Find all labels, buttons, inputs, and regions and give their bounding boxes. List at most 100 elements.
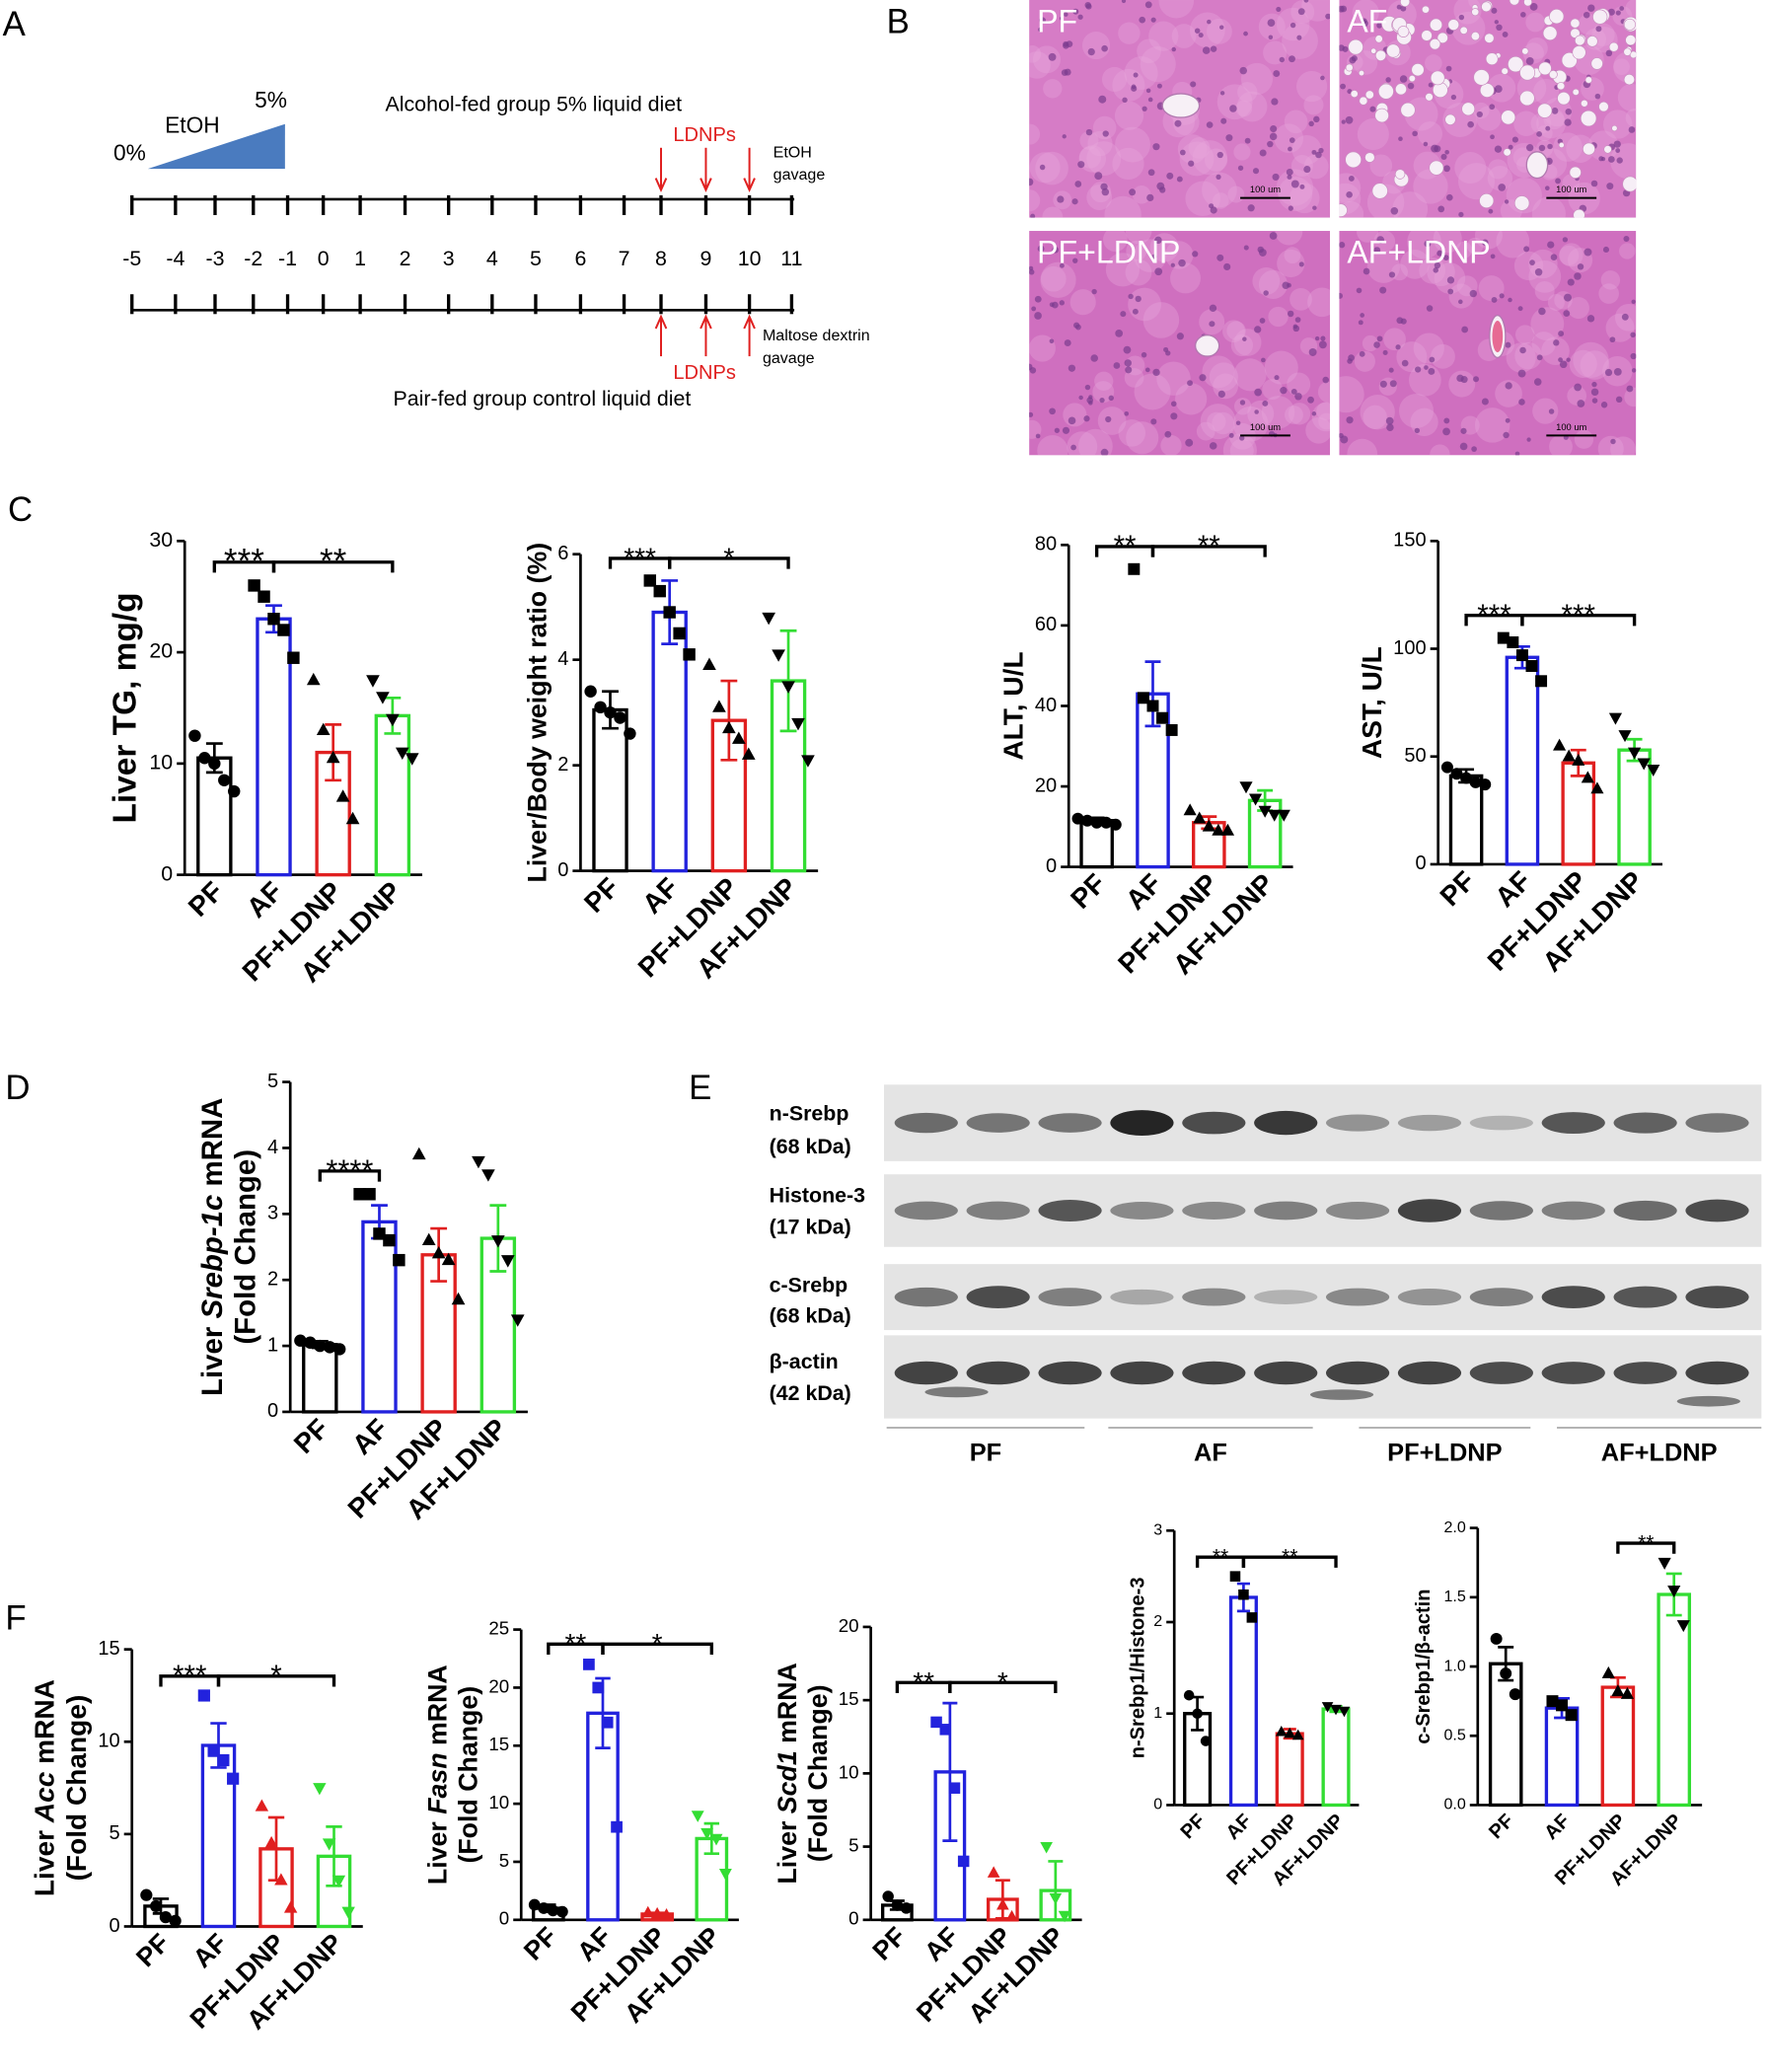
cell-texture [1105,253,1140,287]
scale-bar-label: 100 um [1250,422,1281,432]
ldnp-arrow-head [743,314,756,330]
y-tick-label: 0.5 [1443,1726,1465,1743]
nucleus [1423,141,1429,147]
significance-bracket [1520,613,1637,627]
nucleus [1131,84,1137,90]
nucleus [1152,143,1160,151]
nucleus [1147,169,1155,177]
nucleus [1469,289,1478,298]
nucleus [1150,17,1156,23]
fat-droplet [1570,28,1581,38]
nucleus [1171,46,1176,52]
nucleus [1247,204,1255,212]
cell-texture [1192,140,1228,176]
data-point [1212,823,1225,836]
fat-droplet [1364,90,1374,100]
ldnp-arrow-head [743,178,756,193]
top-ldnp: LDNPs [673,124,736,146]
x-tick-label: PF [183,876,229,923]
data-point [1005,1909,1018,1922]
cell-texture [1029,44,1042,63]
cell-texture [1457,163,1496,200]
fat-droplet [1470,31,1481,41]
nucleus [1077,161,1085,169]
y-tick-label: 0 [267,1400,278,1422]
cell-texture [1624,387,1637,407]
nucleus [1342,45,1349,52]
data-point [1469,776,1482,788]
nucleus [1216,151,1223,159]
cell-texture [1114,101,1144,130]
nucleus [1482,239,1489,246]
nucleus [1174,119,1182,127]
nucleus [1376,236,1385,244]
blot-band [1254,1201,1318,1221]
cell-texture [1134,373,1171,410]
nucleus [1223,262,1231,271]
y-axis-label: Liver Scd1 mRNA [773,1663,802,1884]
blot-band [1613,1286,1677,1308]
nucleus [1567,278,1575,286]
data-point [1620,1686,1635,1699]
nucleus [1077,14,1083,20]
data-point [1081,814,1094,827]
ldnp-arrow-head [654,178,668,193]
data-point [1525,660,1538,672]
data-point [1628,747,1642,760]
nucleus [1179,149,1186,156]
data-point [169,1914,182,1927]
fat-droplet [1345,151,1362,169]
data-point [255,1799,269,1812]
day-label: 0 [318,247,330,270]
nucleus [1376,335,1383,342]
fat-droplet [1485,52,1499,66]
data-point [801,755,815,768]
data-point [332,1343,346,1356]
nucleus [1322,376,1330,384]
cell-texture [1230,333,1253,357]
blot-band [1110,1202,1174,1220]
y-axis-label: Liver Srebp-1c mRNA [196,1098,229,1396]
cell-texture [1339,173,1362,203]
bar [1617,748,1652,866]
y-tick-label: 0 [557,859,568,881]
cell-texture [1530,307,1565,341]
nucleus [1559,360,1568,369]
cell-texture [1029,334,1056,362]
nucleus [1339,242,1346,249]
cell-texture [1237,82,1258,103]
data-point [604,705,617,719]
data-point [227,784,241,798]
data-point [322,1838,336,1851]
nucleus [1029,268,1035,275]
data-point [601,1716,614,1729]
nucleus [1216,254,1224,261]
nucleus [1340,83,1346,90]
y-tick-label: 0 [1415,852,1426,874]
cell-texture [1212,411,1234,435]
data-point [1277,809,1290,822]
cell-texture [1514,325,1535,344]
data-point [673,627,686,640]
nucleus [1490,254,1496,259]
nucleus [1508,144,1513,150]
y-tick-label: 0 [499,1908,509,1929]
x-tick-label: AF [346,1413,394,1460]
data-point [1258,805,1272,818]
nucleus [1129,188,1137,196]
cell-texture [1222,433,1257,456]
day-label: 11 [780,247,802,270]
cell-texture [1232,406,1269,442]
nucleus [1562,237,1569,243]
cell-texture [1625,109,1637,127]
nucleus [1499,293,1505,299]
y-tick-label: 3 [267,1203,278,1224]
nucleus [1345,115,1354,124]
data-point [1535,675,1548,688]
nucleus [1083,415,1090,422]
data-point [1553,738,1567,751]
data-point [335,789,350,802]
data-point [207,1744,220,1757]
cell-texture [1513,111,1539,136]
cell-texture [1112,147,1144,181]
